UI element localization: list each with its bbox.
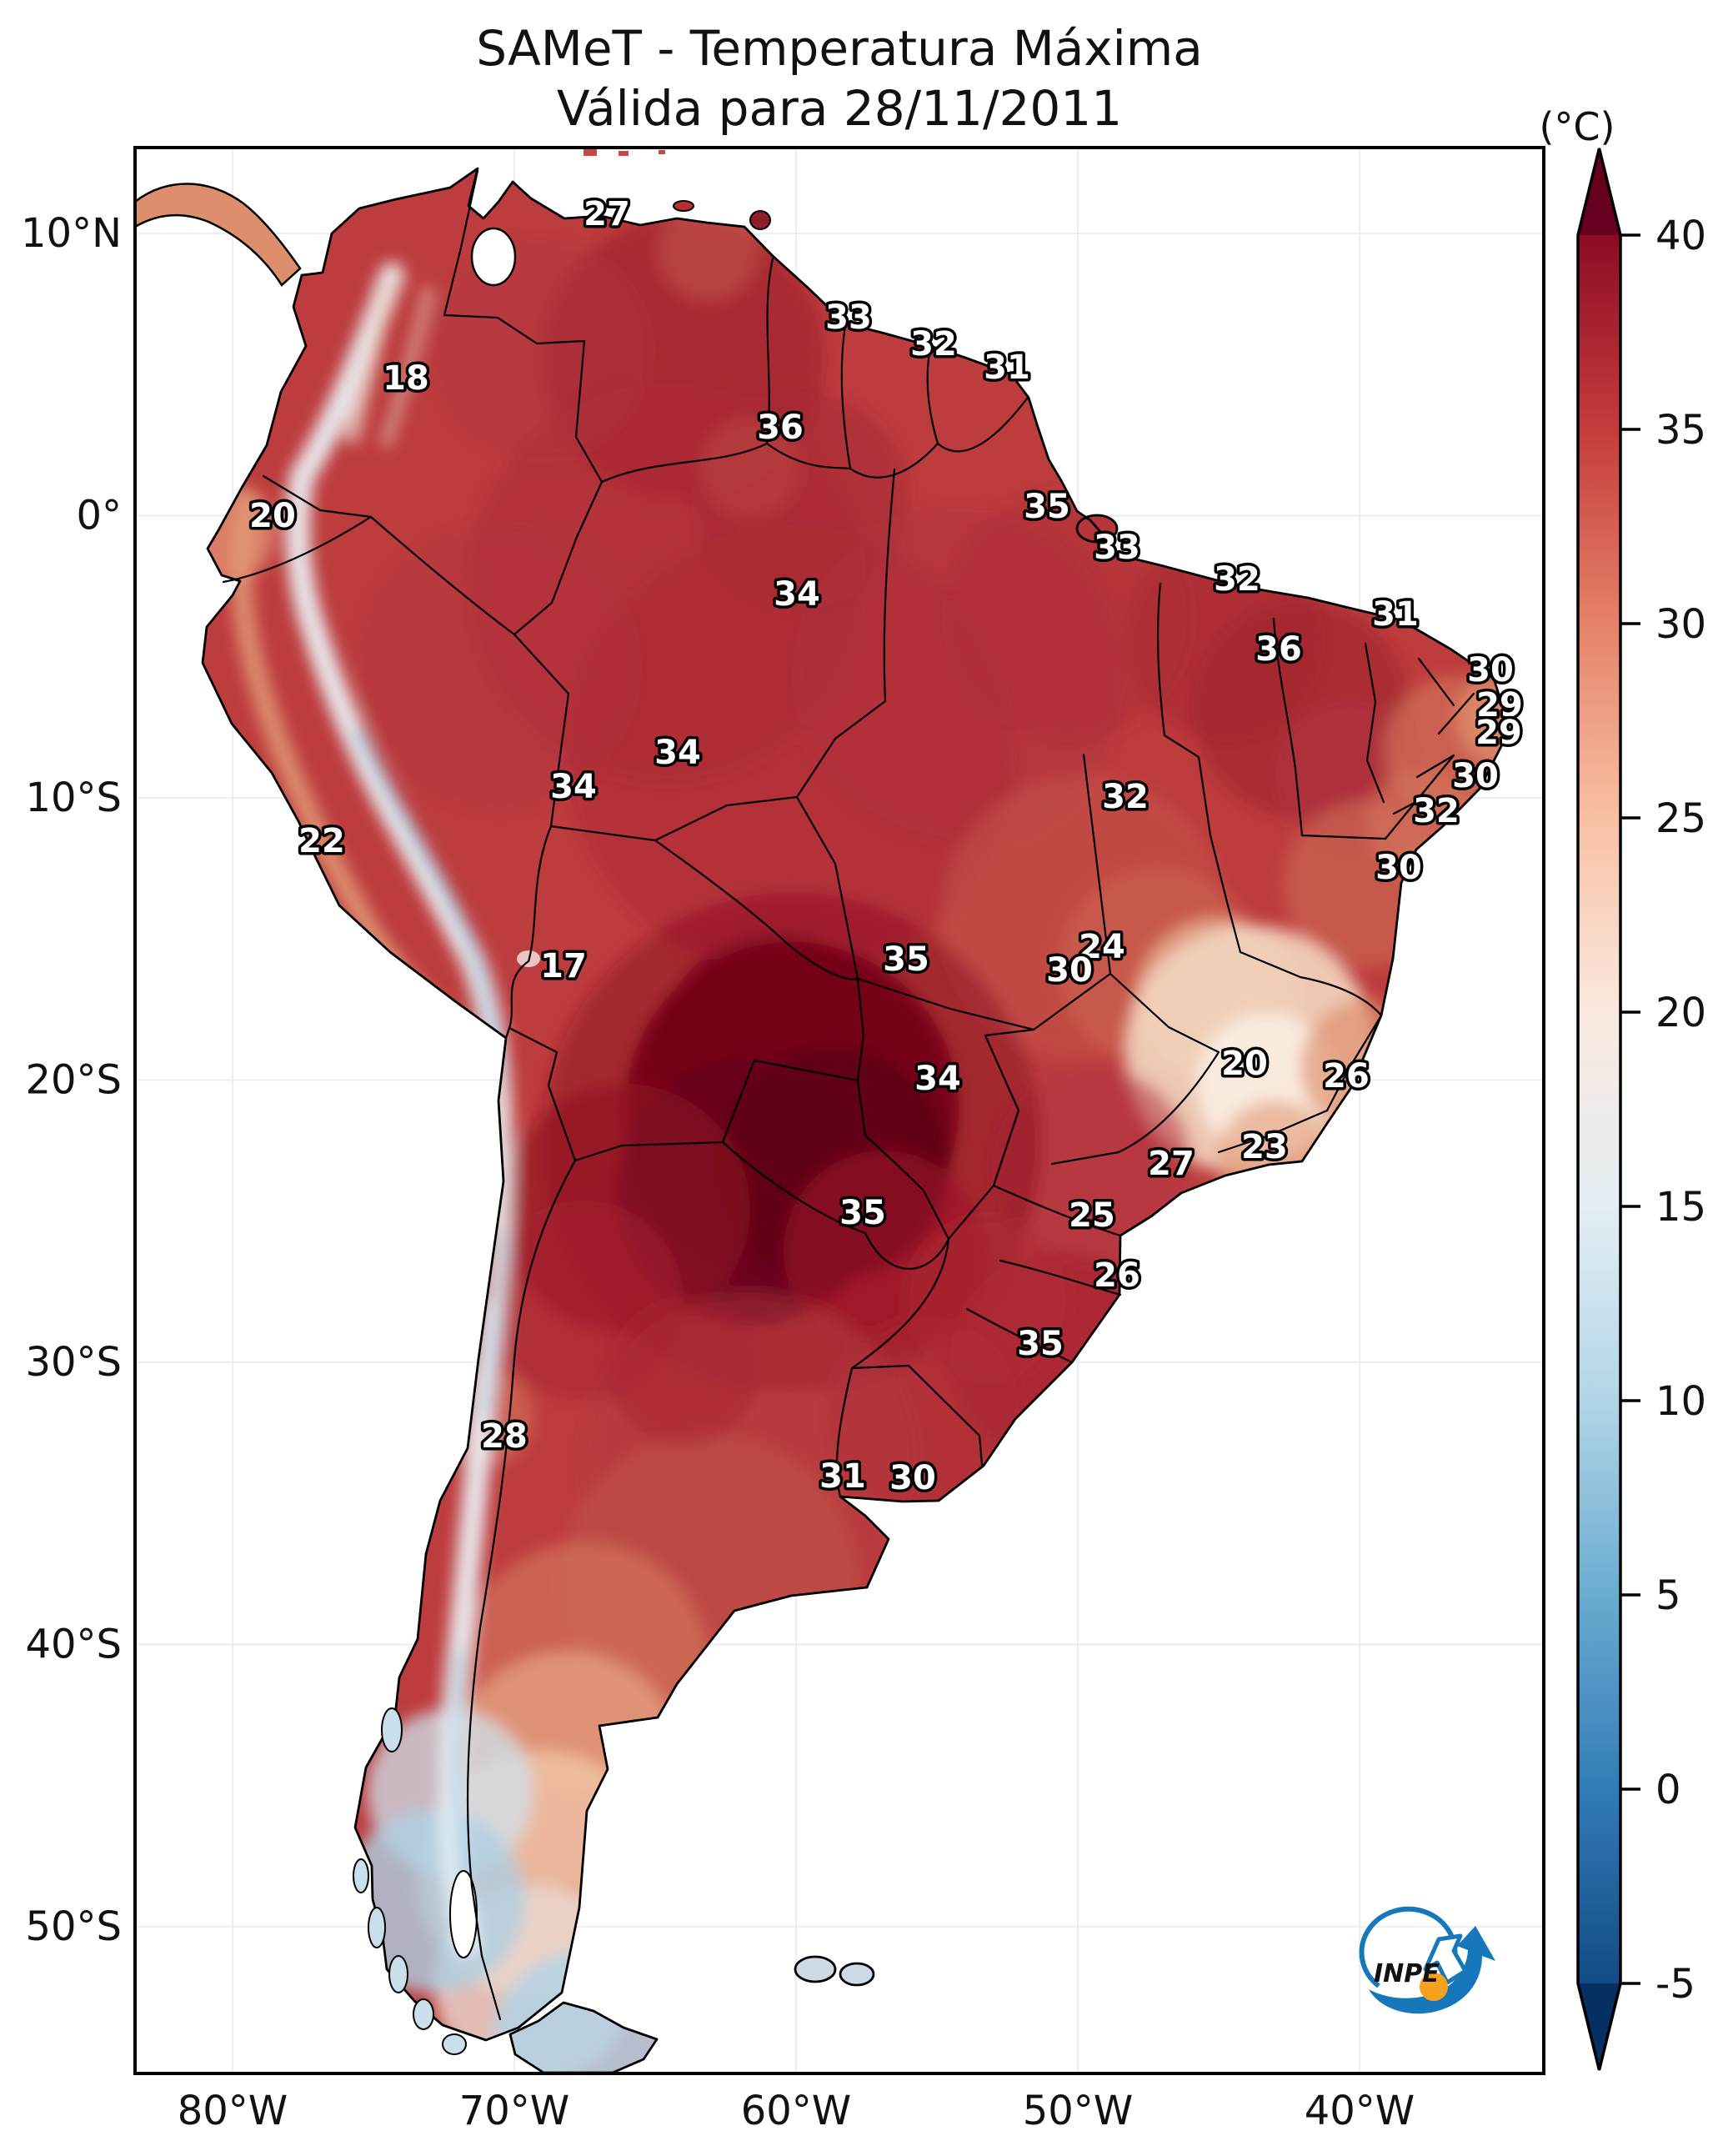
temp-value-label: 26 [1094,1256,1140,1295]
lat-tick-label: 30°S [25,1339,122,1386]
temp-value-label: 30 [1375,849,1422,887]
lon-tick-label: 40°W [1305,2088,1415,2134]
lon-tick-label: 70°W [459,2088,570,2134]
latitude-axis: 10°N 0° 10°S 20°S 30°S 40°S 50°S [21,210,122,1950]
temp-value-label: 31 [1372,595,1419,634]
temp-value-label: 20 [249,497,296,535]
temp-value-label: 29 [1475,714,1522,752]
temp-value-label: 34 [774,575,820,614]
colorbar-tick-label: 35 [1655,407,1706,454]
country-borders [222,169,1029,2021]
patagonian-ice-field [449,1870,478,1958]
temp-value-label: 34 [914,1060,961,1098]
lon-tick-label: 50°W [1023,2088,1134,2134]
temp-value-label: 32 [910,325,957,364]
colorbar-unit-label: (°C) [1539,104,1615,149]
temp-value-label: 28 [481,1417,528,1456]
temp-value-label: 32 [1102,778,1149,816]
colorbar-under-arrow [1578,1983,1620,2070]
temp-value-label: 35 [1024,488,1070,526]
lat-tick-label: 20°S [25,1057,122,1104]
figure-title-line1: SAMeT - Temperatura Máxima [476,20,1203,77]
temp-value-label: 30 [1467,651,1514,689]
temp-value-label: 32 [1413,792,1460,830]
panama-isthmus [133,183,302,287]
temp-value-label: 30 [1452,757,1499,795]
inpe-logo-down-arrow [1423,1933,1468,1985]
temp-value-label: 29 [1476,686,1523,725]
inpe-logo: INPE [1359,1906,1495,2014]
colorbar-tick-label: 15 [1655,1184,1706,1231]
temp-value-label: 35 [1017,1325,1064,1363]
lon-tick-label: 60°W [741,2088,852,2134]
temp-value-label: 31 [819,1457,866,1496]
state-borders [654,468,1475,1364]
temp-value-label: 25 [1069,1196,1115,1235]
temp-value-label: 33 [825,298,872,337]
colorbar-tick-label: 30 [1655,601,1706,648]
temp-value-label: 30 [1046,951,1093,990]
lat-tick-label: 0° [76,493,122,539]
temp-value-label: 17 [540,947,587,985]
lake-maracaibo [470,227,517,287]
colorbar: (°C) 40 35 30 25 20 15 10 5 0 -5 [1539,104,1706,2071]
temp-value-label: 27 [584,195,630,233]
temp-value-label: 23 [1241,1128,1288,1166]
temp-value-label: 18 [383,359,429,398]
colorbar-tick-label: -5 [1655,1961,1695,2008]
temp-value-label: 36 [1255,630,1302,669]
colorbar-tick-label: 10 [1655,1378,1706,1425]
temp-value-label: 20 [1221,1045,1268,1083]
colorbar-tick-label: 20 [1655,990,1706,1036]
temp-value-label: 31 [984,348,1030,387]
temp-value-label: 35 [883,940,929,979]
temp-value-label: 35 [839,1194,886,1232]
colorbar-tick-label: 5 [1655,1572,1681,1619]
lat-tick-label: 10°S [25,775,122,821]
map-frame [133,146,1545,2075]
temp-value-label: 36 [757,409,804,447]
temp-value-label: 34 [654,734,701,772]
lat-tick-label: 50°S [25,1903,122,1950]
temp-value-label: 24 [1079,928,1125,966]
colorbar-ticks: 40 35 30 25 20 15 10 5 0 -5 [1620,213,1706,2008]
inpe-logo-swoosh-arrow [1369,1926,1495,2014]
temp-value-label: 33 [1094,529,1140,567]
temp-value-label: 34 [550,768,597,806]
temp-value-label: 30 [889,1459,936,1497]
longitude-axis: 80°W 70°W 60°W 50°W 40°W [178,2088,1415,2134]
lat-tick-label: 10°N [21,210,122,257]
colorbar-gradient-bar [1578,235,1620,1983]
lon-tick-label: 80°W [178,2088,288,2134]
temp-value-label: 32 [1214,560,1260,599]
colorbar-over-arrow [1578,148,1620,235]
colorbar-tick-label: 40 [1655,213,1706,259]
inpe-logo-orange-dot [1420,1973,1448,2001]
temp-value-label: 26 [1323,1057,1370,1096]
inpe-logo-text: INPE [1374,1959,1440,1988]
colorbar-tick-label: 0 [1655,1767,1681,1813]
figure-title-line2: Válida para 28/11/2011 [557,80,1122,137]
islands-and-lakes [353,149,771,2055]
temp-value-label: 27 [1148,1145,1195,1183]
lat-tick-label: 40°S [25,1622,122,1668]
colorbar-tick-label: 25 [1655,795,1706,842]
temp-value-label: 22 [298,822,345,860]
